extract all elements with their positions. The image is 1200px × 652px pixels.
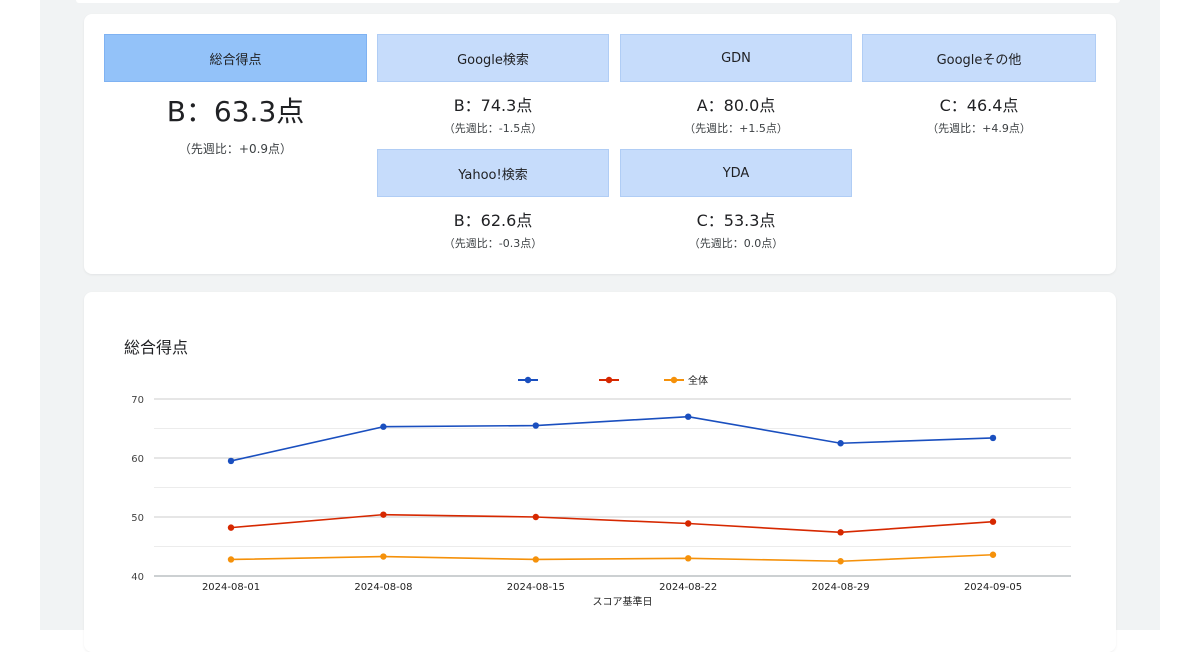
y-tick-label: 60: [131, 454, 144, 465]
score-trend-card: 総合得点 40 50 60 70 2024-08-01 2024-08-08 2024-08…: [84, 292, 1116, 652]
data-point: [227, 457, 235, 465]
data-point: [989, 434, 997, 442]
x-tick-label: 2024-08-29: [812, 582, 870, 593]
yda-header: YDA: [620, 149, 852, 197]
x-tick-label: 2024-08-15: [507, 582, 565, 593]
x-tick-label: 2024-08-22: [659, 582, 717, 593]
overall-score-delta: （先週比：+0.9点）: [178, 142, 293, 156]
google-search-header: Google検索: [377, 34, 609, 82]
yda-score: C：53.3点: [696, 211, 776, 230]
yahoo-search-header: Yahoo!検索: [377, 149, 609, 197]
series-line-2: [230, 513, 994, 534]
data-point: [837, 558, 844, 565]
data-point: [685, 555, 692, 562]
data-point: [227, 556, 235, 563]
overall-score-header: 総合得点: [104, 34, 367, 82]
data-point: [989, 551, 997, 558]
data-point: [532, 513, 539, 521]
data-point: [989, 518, 997, 525]
gdn-score: A：80.0点: [696, 96, 776, 115]
x-tick-label: 2024-08-01: [202, 582, 260, 593]
x-axis-label: スコア基準日: [593, 595, 653, 608]
y-tick-label: 50: [131, 513, 144, 524]
gdn-delta: （先週比：+1.5点）: [684, 122, 788, 135]
data-point: [685, 413, 692, 420]
chart-title: 総合得点: [124, 338, 189, 357]
gdn-header: GDN: [620, 34, 852, 82]
data-point: [532, 556, 539, 563]
data-point: [685, 520, 692, 527]
series-line-1: [230, 415, 994, 462]
data-point: [227, 524, 235, 531]
legend-marker: [605, 376, 613, 384]
legend-label: 全体: [688, 374, 708, 387]
google-other-header: Googleその他: [862, 34, 1096, 82]
data-point: [532, 422, 539, 429]
yahoo-search-delta: （先週比：-0.3点）: [443, 237, 543, 250]
data-point: [380, 423, 387, 430]
yahoo-search-score: B：62.6点: [453, 211, 533, 230]
x-tick-label: 2024-09-05: [964, 582, 1022, 593]
legend-marker: [670, 376, 678, 384]
legend-marker: [524, 376, 532, 384]
google-search-delta: （先週比：-1.5点）: [443, 122, 543, 135]
google-search-score: B：74.3点: [453, 96, 533, 115]
google-other-score: C：46.4点: [939, 96, 1019, 115]
yda-delta: （先週比：0.0点）: [688, 237, 784, 250]
data-point: [380, 553, 387, 560]
overall-score-value: B：63.3点: [166, 95, 305, 128]
previous-card-edge: [76, 0, 1120, 3]
series-line-3: [230, 553, 994, 563]
data-point: [837, 440, 844, 447]
data-point: [380, 511, 387, 518]
x-tick-label: 2024-08-08: [354, 582, 412, 593]
score-summary-card: 総合得点 B：63.3点 （先週比：+0.9点） Google検索 B：74.3…: [84, 14, 1116, 274]
data-point: [837, 529, 844, 536]
y-tick-label: 70: [131, 395, 144, 406]
google-other-delta: （先週比：+4.9点）: [927, 122, 1031, 135]
score-trend-chart: 40 50 60 70 2024-08-01 2024-08-08 2024-08-15 20…: [131, 374, 1071, 608]
y-tick-label: 40: [131, 572, 144, 583]
